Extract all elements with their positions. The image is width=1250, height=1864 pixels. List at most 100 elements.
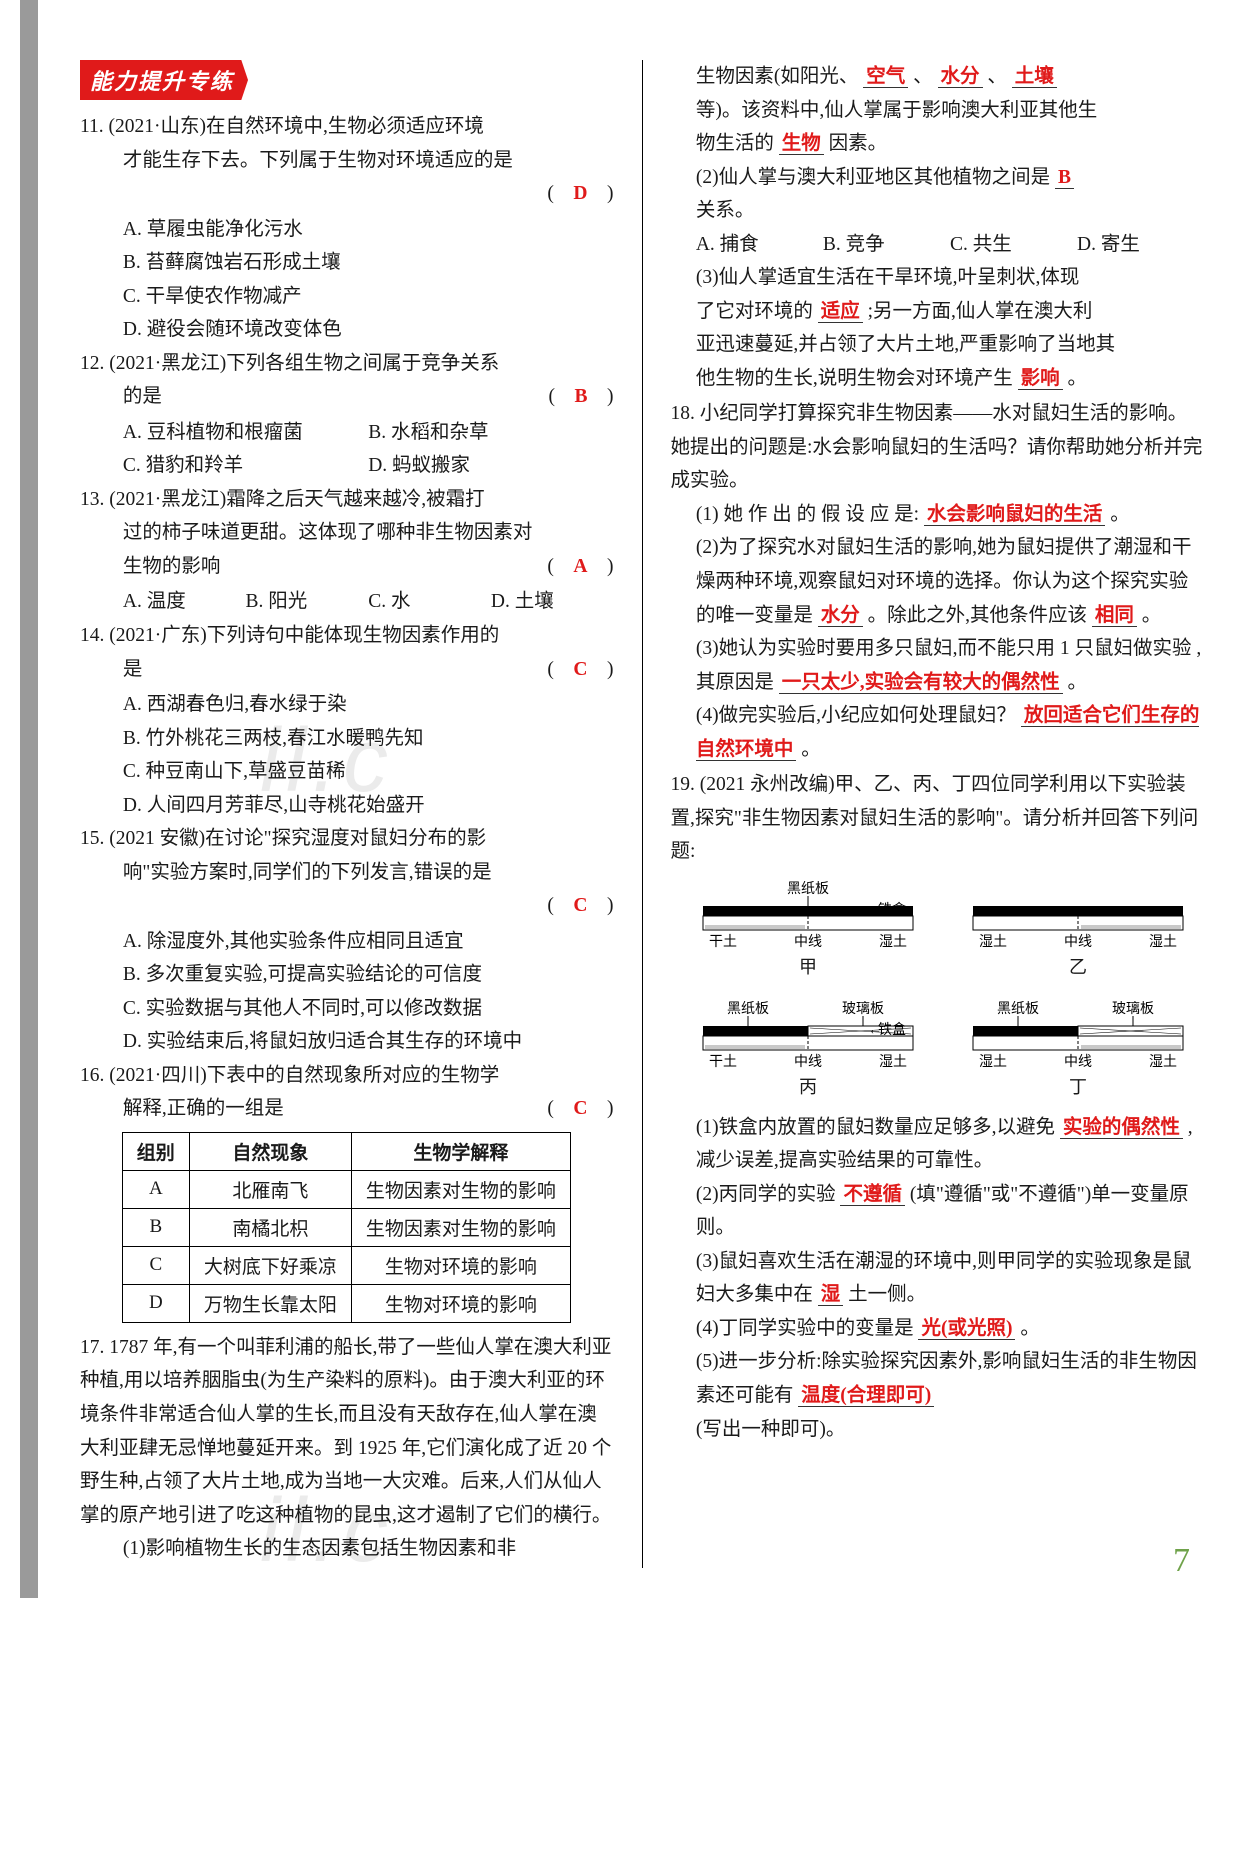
q17-p1: (1)影响植物生长的生态因素包括生物因素和非 (123, 1538, 516, 1559)
q17c-b4: 生物 (779, 133, 824, 155)
q19-p5b: (写出一种即可)。 (696, 1419, 846, 1440)
q15-opt-c: C. 实验数据与其他人不同时,可以修改数据 (123, 992, 614, 1026)
q11-stem-a: 11. (2021·山东)在自然环境中,生物必须适应环境 (80, 116, 484, 137)
q17c-b2: 水分 (938, 66, 983, 88)
q17c-p3b: 了它对环境的 (696, 301, 813, 322)
question-17: 17. 1787 年,有一个叫菲利浦的船长,带了一些仙人掌在澳大利亚种植,用以培… (80, 1331, 614, 1566)
q17c-l3b: 因素。 (829, 133, 888, 154)
q16-th-2: 生物学解释 (351, 1132, 570, 1170)
svg-text:黑纸板: 黑纸板 (727, 1001, 769, 1017)
q11-opt-c: C. 干旱使农作物减产 (123, 280, 614, 314)
q19-p1a: (1)铁盒内放置的鼠妇数量应足够多,以避免 (696, 1117, 1055, 1138)
q13-opt-b: B. 阳光 (246, 585, 369, 619)
device-b: 湿土 中线 湿土 乙 (963, 881, 1193, 979)
q19-diagram: 黑纸板 ← 铁盒 干土 中线 湿土 甲 (671, 871, 1205, 1111)
q19-p5a: (5)进一步分析:除实验探究因素外,影响鼠妇生活的非生物因素还可能有 (696, 1351, 1197, 1406)
question-17-cont: 生物因素(如阳光、 空气 、 水分 、 土壤 等)。该资料中,仙人掌属于影响澳大… (671, 60, 1205, 395)
svg-text:黑纸板: 黑纸板 (997, 1001, 1039, 1017)
svg-text:铁盒: 铁盒 (878, 1021, 906, 1038)
q18-p2ans2: 相同 (1092, 605, 1137, 627)
q19-p4b: 。 (1020, 1318, 1040, 1339)
svg-text:湿土: 湿土 (979, 1054, 1007, 1070)
q13-stem-c: 生物的影响 (123, 556, 221, 577)
q17c-p3ans2: 影响 (1018, 368, 1063, 390)
q16-answer-slot: ( C ) (547, 1092, 613, 1126)
q17c-p2ans: B (1055, 167, 1074, 189)
q11-answer-slot: ( D ) (547, 177, 613, 211)
table-row: A 北雁南飞 生物因素对生物的影响 (122, 1170, 570, 1208)
svg-text:中线: 中线 (794, 1054, 822, 1070)
q12-answer-slot: ( B ) (548, 380, 613, 414)
q18-p1ans: 水会影响鼠妇的生活 (924, 504, 1106, 526)
q14-options: A. 西湖春色归,春水绿于染 B. 竹外桃花三两枝,春江水暖鸭先知 C. 种豆南… (80, 688, 614, 822)
q19-p3ans: 湿 (818, 1284, 844, 1306)
svg-text:黑纸板: 黑纸板 (787, 881, 829, 897)
q19-p3a: (3)鼠妇喜欢生活在潮湿的环境中,则甲同学的实验现象是鼠妇大多集中在 (696, 1251, 1192, 1306)
q12-opt-b: B. 水稻和杂草 (368, 416, 613, 450)
q13-options: A. 温度 B. 阳光 C. 水 D. 土壤 (80, 585, 614, 619)
q19-p1ans: 实验的偶然性 (1060, 1117, 1183, 1139)
q18-p2ans1: 水分 (818, 605, 863, 627)
svg-text:湿土: 湿土 (879, 1054, 907, 1070)
q19-parts: (1)铁盒内放置的鼠妇数量应足够多,以避免 实验的偶然性 ,减少误差,提高实验结… (671, 1111, 1205, 1446)
q13-opt-c: C. 水 (368, 585, 491, 619)
page: 能力提升专练 11. (2021·山东)在自然环境中,生物必须适应环境 才能生存… (0, 0, 1250, 1598)
q16-stem-b: 解释,正确的一组是 (123, 1098, 284, 1119)
svg-text:中线: 中线 (1064, 1054, 1092, 1070)
section-header: 能力提升专练 (80, 60, 248, 100)
q12-options: A. 豆科植物和根瘤菌 B. 水稻和杂草 C. 猎豹和羚羊 D. 蚂蚁搬家 (80, 416, 614, 483)
cap-b: 乙 (963, 953, 1193, 979)
q11-stem-b: 才能生存下去。下列属于生物对环境适应的是 (123, 150, 513, 171)
question-14: 14. (2021·广东)下列诗句中能体现生物因素作用的 是 ( C ) (80, 619, 614, 686)
q14-opt-d: D. 人间四月芳菲尽,山寺桃花始盛开 (123, 789, 614, 823)
q15-answer-slot: ( C ) (547, 889, 613, 923)
question-12: 12. (2021·黑龙江)下列各组生物之间属于竞争关系 的是 ( B ) (80, 347, 614, 414)
q17c-p3f: 。 (1068, 368, 1088, 389)
q12-stem-a: 12. (2021·黑龙江)下列各组生物之间属于竞争关系 (80, 353, 499, 374)
q17c-p3c: ;另一方面,仙人掌在澳大利 (868, 301, 1093, 322)
q18-p4b: 。 (801, 739, 821, 760)
svg-text:干土: 干土 (709, 1054, 737, 1070)
q17c-p3d: 亚迅速蔓延,并占领了大片土地,严重影响了当地其 (696, 334, 1115, 355)
table-row: D 万物生长靠太阳 生物对环境的影响 (122, 1284, 570, 1322)
svg-text:湿土: 湿土 (979, 934, 1007, 950)
q19-p2ans: 不遵循 (840, 1184, 905, 1206)
left-column: 能力提升专练 11. (2021·山东)在自然环境中,生物必须适应环境 才能生存… (80, 60, 614, 1568)
svg-text:铁盒: 铁盒 (878, 901, 906, 918)
q19-p4a: (4)丁同学实验中的变量是 (696, 1318, 914, 1339)
q12-stem-b: 的是 (123, 386, 162, 407)
question-15: 15. (2021 安徽)在讨论"探究湿度对鼠妇分布的影 响"实验方案时,同学们… (80, 822, 614, 923)
svg-text:玻璃板: 玻璃板 (842, 1001, 884, 1017)
q17c-p3a: (3)仙人掌适宜生活在干旱环境,叶呈刺状,体现 (696, 267, 1080, 288)
q14-opt-c: C. 种豆南山下,草盛豆苗稀 (123, 755, 614, 789)
q17c-b1: 空气 (863, 66, 908, 88)
svg-text:干土: 干土 (709, 934, 737, 950)
q11-opt-b: B. 苔藓腐蚀岩石形成土壤 (123, 246, 614, 280)
q18-p4a: (4)做完实验后,小纪应如何处理鼠妇？ (696, 705, 1016, 726)
device-d: 黑纸板 玻璃板 湿土 中线 湿土 丁 (963, 1001, 1193, 1099)
q13-stem-a: 13. (2021·黑龙江)霜降之后天气越来越冷,被霜打 (80, 489, 485, 510)
page-number: 7 (1173, 1542, 1190, 1580)
q18-p1b: 。 (1110, 504, 1130, 525)
cap-a: 甲 (693, 953, 923, 979)
q16-table: 组别 自然现象 生物学解释 A 北雁南飞 生物因素对生物的影响 B 南橘北枳 生… (122, 1132, 571, 1323)
svg-text:玻璃板: 玻璃板 (1112, 1001, 1154, 1017)
q17-stem: 17. 1787 年,有一个叫菲利浦的船长,带了一些仙人掌在澳大利亚种植,用以培… (80, 1337, 611, 1526)
q17c-sep1: 、 (913, 66, 933, 87)
table-row: B 南橘北枳 生物因素对生物的影响 (122, 1208, 570, 1246)
svg-text:湿土: 湿土 (1149, 934, 1177, 950)
q16-th-1: 自然现象 (189, 1132, 351, 1170)
q13-opt-d: D. 土壤 (491, 585, 614, 619)
q16-stem-a: 16. (2021·四川)下表中的自然现象所对应的生物学 (80, 1065, 499, 1086)
question-18: 18. 小纪同学打算探究非生物因素——水对鼠妇生活的影响。她提出的问题是:水会影… (671, 397, 1205, 766)
q12-opt-d: D. 蚂蚁搬家 (368, 449, 613, 483)
q16-th-0: 组别 (122, 1132, 189, 1170)
q11-opt-d: D. 避役会随环境改变体色 (123, 313, 614, 347)
q19-p2a: (2)丙同学的实验 (696, 1184, 836, 1205)
q13-opt-a: A. 温度 (123, 585, 246, 619)
q18-p3b: 。 (1068, 672, 1088, 693)
table-row: C 大树底下好乘凉 生物对环境的影响 (122, 1246, 570, 1284)
q15-stem-b: 响"实验方案时,同学们的下列发言,错误的是 (123, 862, 492, 883)
q17c-opt-b: B. 竞争 (823, 228, 950, 262)
question-19: 19. (2021 永州改编)甲、乙、丙、丁四位同学利用以下实验装置,探究"非生… (671, 768, 1205, 869)
